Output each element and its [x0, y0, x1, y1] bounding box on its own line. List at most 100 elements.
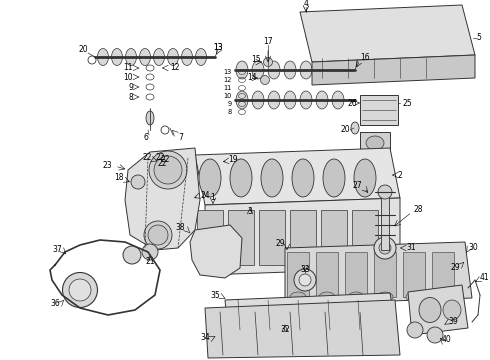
Text: 39: 39 — [448, 318, 458, 327]
Bar — [259, 210, 285, 265]
Polygon shape — [125, 148, 200, 250]
Text: 21: 21 — [145, 257, 155, 266]
Text: 14: 14 — [247, 73, 257, 82]
Ellipse shape — [406, 292, 422, 302]
Ellipse shape — [284, 91, 296, 109]
Text: 34: 34 — [200, 333, 210, 342]
Ellipse shape — [378, 185, 392, 199]
Ellipse shape — [292, 159, 314, 197]
Text: 36: 36 — [50, 298, 60, 307]
Text: 24: 24 — [200, 190, 210, 199]
Bar — [381, 195, 389, 250]
Text: 12: 12 — [170, 63, 179, 72]
Text: 20: 20 — [341, 126, 350, 135]
Ellipse shape — [264, 58, 272, 67]
Text: 27: 27 — [352, 180, 362, 189]
Text: 17: 17 — [263, 37, 273, 46]
Ellipse shape — [436, 24, 454, 46]
Ellipse shape — [69, 279, 91, 301]
Ellipse shape — [149, 151, 187, 189]
Ellipse shape — [261, 159, 283, 197]
Text: 2: 2 — [397, 171, 402, 180]
Ellipse shape — [290, 292, 306, 302]
Ellipse shape — [140, 49, 150, 66]
Polygon shape — [195, 148, 400, 205]
Text: 41: 41 — [480, 274, 490, 283]
Ellipse shape — [274, 304, 296, 326]
Text: 13: 13 — [213, 44, 223, 53]
Bar — [316, 252, 338, 297]
Text: 23: 23 — [102, 161, 112, 170]
Text: 6: 6 — [143, 134, 148, 143]
Ellipse shape — [144, 221, 172, 249]
Ellipse shape — [168, 49, 178, 66]
Text: 19: 19 — [228, 156, 238, 165]
Text: 1: 1 — [210, 194, 215, 202]
Ellipse shape — [268, 61, 280, 79]
Bar — [197, 210, 223, 265]
Ellipse shape — [112, 49, 122, 66]
Ellipse shape — [379, 242, 391, 254]
Ellipse shape — [300, 91, 312, 109]
Bar — [374, 252, 396, 297]
Bar — [228, 210, 254, 265]
Ellipse shape — [252, 61, 264, 79]
Text: 20: 20 — [78, 45, 88, 54]
Polygon shape — [312, 55, 475, 85]
Ellipse shape — [407, 322, 423, 338]
Text: 8: 8 — [128, 93, 133, 102]
Text: 32: 32 — [280, 325, 290, 334]
Text: 22: 22 — [155, 153, 165, 162]
Text: 28: 28 — [413, 206, 422, 215]
Text: 5: 5 — [476, 33, 481, 42]
Ellipse shape — [181, 49, 193, 66]
Ellipse shape — [366, 136, 384, 150]
Bar — [432, 252, 454, 297]
Text: 11: 11 — [123, 63, 133, 72]
Ellipse shape — [354, 159, 376, 197]
Polygon shape — [225, 293, 395, 330]
Bar — [403, 252, 425, 297]
Ellipse shape — [236, 61, 248, 79]
Polygon shape — [300, 5, 475, 62]
Ellipse shape — [374, 237, 396, 259]
Text: 22: 22 — [143, 153, 152, 162]
Bar — [360, 95, 398, 125]
Text: 13: 13 — [224, 69, 232, 75]
Ellipse shape — [146, 111, 154, 125]
Ellipse shape — [443, 300, 461, 320]
Ellipse shape — [142, 244, 158, 260]
Ellipse shape — [384, 24, 402, 46]
Text: 7: 7 — [178, 134, 183, 143]
Text: 18: 18 — [115, 174, 124, 183]
Ellipse shape — [351, 122, 359, 134]
Text: 31: 31 — [406, 243, 416, 252]
Ellipse shape — [300, 61, 312, 79]
Text: 9: 9 — [128, 82, 133, 91]
Text: 29: 29 — [275, 238, 285, 248]
Bar — [352, 210, 378, 265]
Text: 29: 29 — [450, 264, 460, 273]
Text: 40: 40 — [442, 336, 452, 345]
Ellipse shape — [252, 91, 264, 109]
Ellipse shape — [261, 76, 270, 85]
Ellipse shape — [236, 91, 248, 109]
Ellipse shape — [299, 274, 311, 286]
Text: 11: 11 — [224, 85, 232, 91]
Bar — [345, 252, 367, 297]
Ellipse shape — [131, 175, 145, 189]
Polygon shape — [205, 198, 400, 275]
Ellipse shape — [199, 159, 221, 197]
Ellipse shape — [323, 159, 345, 197]
Ellipse shape — [419, 297, 441, 323]
Ellipse shape — [319, 292, 335, 302]
Ellipse shape — [154, 156, 182, 184]
Ellipse shape — [306, 24, 324, 46]
Polygon shape — [285, 242, 472, 305]
Ellipse shape — [268, 91, 280, 109]
Text: 4: 4 — [304, 0, 308, 9]
Text: 9: 9 — [228, 101, 232, 107]
Text: 38: 38 — [175, 224, 185, 233]
Ellipse shape — [316, 61, 328, 79]
Text: 26: 26 — [347, 99, 357, 108]
